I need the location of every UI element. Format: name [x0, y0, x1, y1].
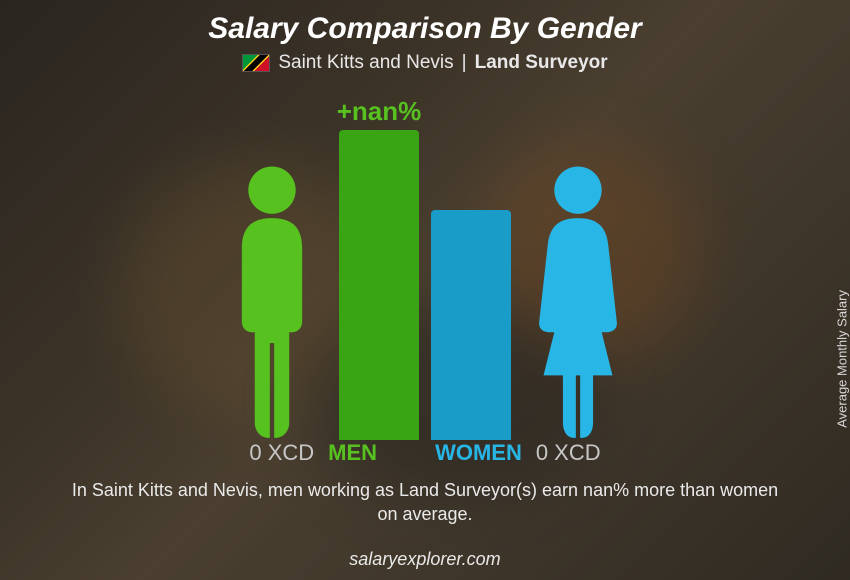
chart-area: +nan%: [0, 100, 850, 440]
women-bar: [431, 210, 511, 440]
footer-text: salaryexplorer.com: [0, 549, 850, 570]
separator: |: [462, 52, 467, 74]
women-label: WOMEN: [435, 440, 522, 466]
men-value: 0 XCD: [249, 440, 314, 466]
pct-label: +nan%: [337, 96, 422, 127]
men-label: MEN: [328, 440, 377, 466]
job-text: Land Surveyor: [475, 52, 608, 74]
subtitle: Saint Kitts and Nevis | Land Surveyor: [0, 46, 850, 74]
women-bar-wrap: [431, 210, 511, 440]
flag-icon: [242, 54, 270, 72]
country-text: Saint Kitts and Nevis: [278, 52, 453, 74]
y-axis-label: Average Monthly Salary: [835, 290, 850, 428]
male-icon: [217, 160, 327, 440]
labels-row: 0 XCD MEN WOMEN 0 XCD: [0, 440, 850, 466]
men-bar: [339, 130, 419, 440]
women-value: 0 XCD: [536, 440, 601, 466]
page-title: Salary Comparison By Gender: [0, 0, 850, 46]
men-bar-wrap: +nan%: [339, 130, 419, 440]
female-icon: [523, 160, 633, 440]
description-text: In Saint Kitts and Nevis, men working as…: [60, 478, 790, 527]
